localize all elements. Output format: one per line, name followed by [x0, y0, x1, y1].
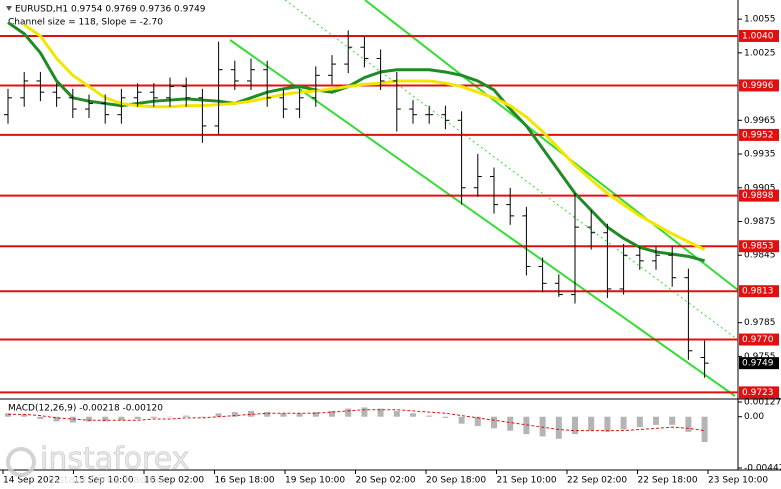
- macd-signal: [8, 409, 705, 432]
- x-tick-label: 23 Sep 10:00: [708, 476, 768, 486]
- macd-bar: [491, 416, 497, 429]
- x-tick-label: 22 Sep 02:00: [567, 476, 627, 486]
- macd-bar: [37, 416, 44, 420]
- macd-bar: [393, 410, 400, 417]
- macd-bar: [361, 407, 368, 417]
- macd-bar: [572, 416, 578, 435]
- macd-bar: [458, 416, 465, 424]
- macd-bar: [685, 416, 692, 432]
- macd-bar: [426, 415, 433, 417]
- macd-bar: [588, 416, 595, 431]
- channel-upper: [364, 0, 739, 291]
- macd-bar: [53, 416, 60, 422]
- macd-bar: [231, 412, 238, 417]
- macd-bar: [69, 416, 76, 423]
- macd-bar: [620, 416, 627, 430]
- y-tick-label: 1.0025: [744, 48, 776, 58]
- x-tick-label: 21 Sep 10:00: [497, 476, 557, 486]
- level-label: 1.0040: [742, 31, 774, 41]
- level-label: 0.9723: [742, 388, 774, 398]
- macd-bar: [312, 412, 319, 417]
- level-label: 0.9898: [742, 191, 774, 201]
- level-label: 0.9853: [742, 242, 774, 252]
- level-label: 0.9996: [742, 81, 774, 91]
- macd-bar: [134, 416, 141, 420]
- y-tick-label: 0.00127: [744, 398, 781, 408]
- macd-bar: [248, 410, 254, 417]
- macd-bar: [604, 416, 611, 432]
- level-label: 0.9813: [742, 287, 774, 297]
- last-price-label: 0.9749: [742, 359, 774, 369]
- level-label-box: [739, 386, 779, 399]
- watermark-text: instaforex: [40, 442, 189, 477]
- level-label-box: [739, 240, 779, 253]
- level-label-box: [739, 29, 779, 42]
- y-tick-label: 0.9905: [744, 183, 776, 193]
- chart-subtitle: Channel size = 118, Slope = -2.70: [8, 18, 163, 28]
- y-tick-label: 0.9845: [744, 251, 776, 261]
- y-tick-label: 0.9965: [744, 116, 776, 126]
- x-tick-label: 20 Sep 02:00: [356, 476, 416, 486]
- macd-bar: [539, 416, 546, 437]
- macd-bar: [507, 416, 514, 431]
- y-tick-label: 0.9785: [744, 318, 776, 328]
- macd-bar: [410, 413, 416, 417]
- channel-lower: [229, 39, 736, 397]
- x-tick-label: 20 Sep 18:00: [426, 476, 486, 486]
- level-label: 0.9952: [742, 130, 774, 140]
- y-tick-label: 0.9875: [744, 217, 776, 227]
- macd-bar: [669, 416, 676, 425]
- macd-title: MACD(12,26,9) -0.00218 -0.00120: [8, 404, 163, 414]
- macd-bar: [280, 413, 287, 417]
- macd-bar: [264, 412, 271, 417]
- macd-bar: [555, 416, 562, 439]
- regression-channel: [229, 0, 739, 397]
- macd-bar: [21, 414, 28, 417]
- x-tick-label: 19 Sep 10:00: [285, 476, 345, 486]
- macd-bar: [701, 416, 708, 443]
- watermark: instaforex Instant Forex Trading: [6, 441, 190, 486]
- macd-bar: [442, 416, 449, 418]
- macd-bar: [5, 413, 11, 417]
- macd-bar: [199, 416, 206, 418]
- last-price-box: [739, 357, 779, 370]
- level-label-box: [739, 189, 779, 202]
- logo-icon: [6, 447, 36, 477]
- y-tick-label: 0.9935: [744, 150, 776, 160]
- macd-bar: [636, 416, 643, 428]
- macd-bar: [377, 408, 384, 417]
- chart-title: EURUSD,H1 0.9754 0.9769 0.9736 0.9749: [15, 5, 206, 15]
- macd-bar: [296, 413, 303, 417]
- y-tick-label: -0.00442: [744, 464, 781, 474]
- macd-bar: [329, 410, 335, 417]
- macd-bar: [86, 416, 92, 422]
- x-tick-label: 16 Sep 18:00: [215, 476, 275, 486]
- level-label-box: [739, 128, 779, 141]
- macd-bar: [150, 416, 157, 418]
- x-tick-label: 16 Sep 02:00: [144, 476, 204, 486]
- macd-bar: [474, 416, 481, 427]
- symbol-icon: [6, 6, 12, 11]
- level-label-box: [739, 79, 779, 92]
- macd-bar: [183, 415, 190, 417]
- macd-bar: [523, 416, 530, 435]
- y-tick-label: 1.0055: [744, 15, 776, 25]
- macd-bar: [167, 416, 173, 418]
- macd-bar: [345, 408, 352, 417]
- level-label: 0.9770: [742, 335, 774, 345]
- y-tick-label: 0.00: [744, 412, 764, 422]
- watermark-subtext: Instant Forex Trading: [48, 473, 164, 486]
- y-tick-label: 0.9755: [744, 352, 776, 362]
- x-tick-label: 14 Sep 2022: [3, 476, 60, 486]
- macd-bar: [653, 416, 659, 425]
- level-label-box: [739, 333, 779, 346]
- macd-bar: [215, 413, 222, 417]
- x-tick-label: 15 Sep 10:00: [74, 476, 134, 486]
- macd-bar: [118, 416, 125, 421]
- macd-bar: [102, 416, 109, 422]
- x-tick-label: 22 Sep 18:00: [638, 476, 698, 486]
- level-label-box: [739, 285, 779, 298]
